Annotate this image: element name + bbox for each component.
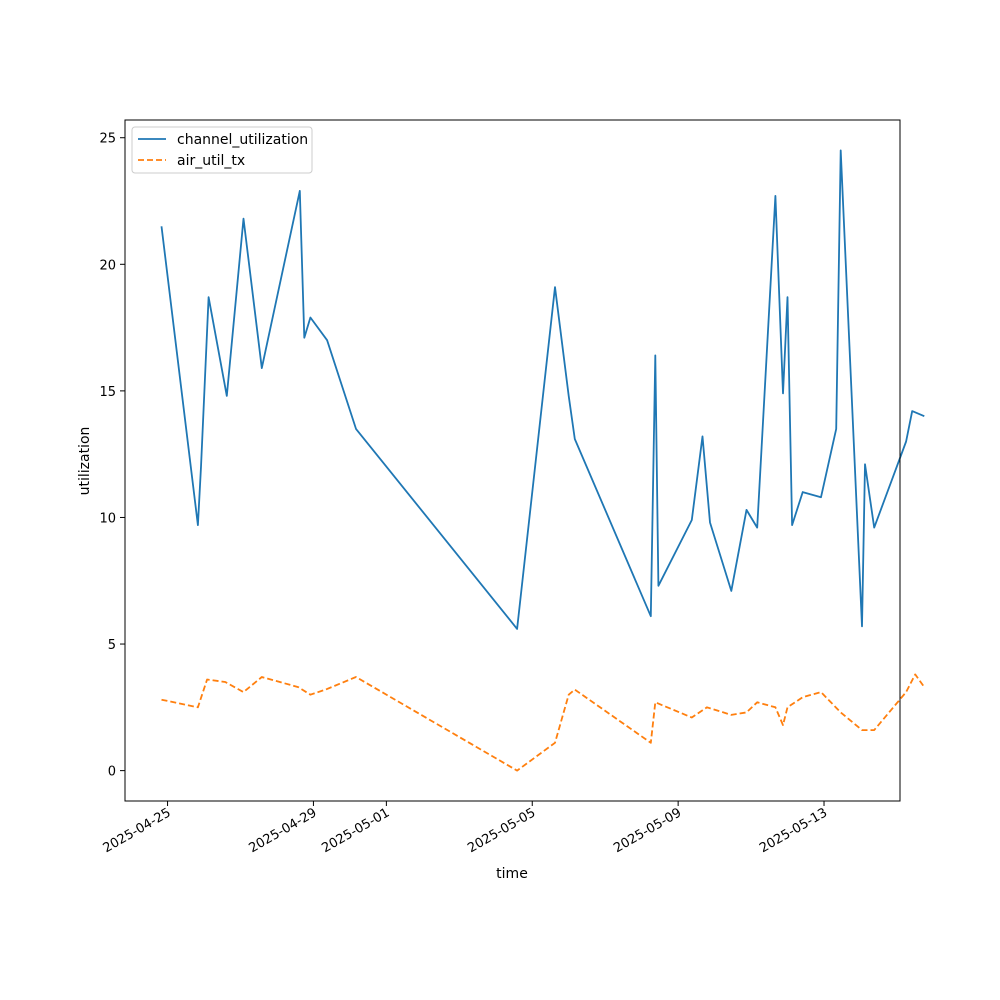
plot-frame — [124, 119, 901, 802]
x-axis-label: time — [496, 866, 528, 882]
legend-label-channel-utilization: channel_utilization — [177, 132, 308, 148]
legend-label-air-util-tx: air_util_tx — [177, 153, 245, 169]
y-tick-label: 10 — [99, 511, 116, 526]
y-tick-label: 0 — [108, 765, 116, 780]
series-line-channel-utilization — [160, 149, 925, 630]
y-axis-label: utilization — [77, 427, 93, 496]
y-tick-label: 5 — [108, 638, 116, 653]
y-axis-ticks: 0 5 10 15 20 25 — [99, 132, 125, 780]
legend: channel_utilization air_util_tx — [131, 126, 313, 174]
series-layer — [160, 149, 926, 772]
series-line-air-util-tx — [161, 673, 926, 772]
legend-box — [131, 126, 313, 174]
y-tick-label: 20 — [99, 258, 116, 273]
y-tick-label: 15 — [99, 385, 116, 400]
y-tick-label: 25 — [99, 132, 116, 147]
